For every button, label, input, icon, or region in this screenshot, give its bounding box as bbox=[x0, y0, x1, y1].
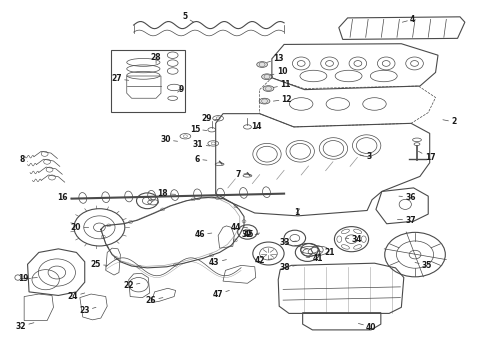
Text: 36: 36 bbox=[399, 193, 416, 202]
Text: 15: 15 bbox=[190, 125, 207, 134]
Text: 13: 13 bbox=[267, 54, 284, 63]
Text: 9: 9 bbox=[177, 85, 184, 94]
Ellipse shape bbox=[259, 98, 270, 104]
Text: 8: 8 bbox=[19, 155, 27, 164]
Text: 32: 32 bbox=[16, 322, 34, 331]
Ellipse shape bbox=[263, 86, 274, 91]
Text: 33: 33 bbox=[279, 238, 296, 247]
Ellipse shape bbox=[262, 74, 272, 80]
Text: 46: 46 bbox=[195, 230, 212, 239]
Text: 34: 34 bbox=[345, 235, 362, 244]
Text: 20: 20 bbox=[71, 223, 89, 232]
Text: 43: 43 bbox=[209, 258, 226, 267]
Text: 2: 2 bbox=[443, 117, 457, 126]
Text: 11: 11 bbox=[273, 81, 291, 90]
Text: 18: 18 bbox=[157, 189, 175, 198]
Text: 14: 14 bbox=[251, 122, 261, 131]
Text: 6: 6 bbox=[195, 155, 207, 164]
Text: 26: 26 bbox=[146, 296, 163, 305]
Text: 1: 1 bbox=[294, 208, 300, 217]
Text: 31: 31 bbox=[193, 140, 210, 149]
Text: 42: 42 bbox=[255, 256, 272, 265]
Text: 41: 41 bbox=[306, 255, 323, 264]
Text: 19: 19 bbox=[19, 274, 37, 283]
Text: 12: 12 bbox=[273, 95, 292, 104]
Text: 3: 3 bbox=[360, 152, 371, 161]
Text: 38: 38 bbox=[279, 264, 296, 273]
Text: 45: 45 bbox=[244, 230, 260, 239]
Ellipse shape bbox=[257, 62, 268, 67]
Text: 10: 10 bbox=[270, 67, 287, 76]
Text: 5: 5 bbox=[182, 12, 194, 22]
Text: 40: 40 bbox=[358, 323, 377, 332]
Text: 30: 30 bbox=[160, 135, 177, 144]
Text: 44: 44 bbox=[231, 223, 247, 232]
Text: 25: 25 bbox=[91, 260, 107, 269]
Text: 29: 29 bbox=[201, 114, 218, 123]
Text: 28: 28 bbox=[151, 53, 161, 63]
Text: 16: 16 bbox=[58, 193, 75, 202]
Text: 24: 24 bbox=[68, 292, 85, 301]
Text: 23: 23 bbox=[79, 306, 96, 315]
Text: 39: 39 bbox=[242, 230, 259, 239]
Text: 35: 35 bbox=[415, 261, 432, 270]
Text: 22: 22 bbox=[123, 281, 140, 290]
Text: 21: 21 bbox=[318, 248, 335, 257]
Text: 37: 37 bbox=[397, 216, 416, 225]
Text: 4: 4 bbox=[402, 15, 416, 24]
Text: 47: 47 bbox=[212, 289, 229, 298]
Text: 7: 7 bbox=[236, 170, 247, 179]
Text: 27: 27 bbox=[111, 75, 129, 84]
Text: 17: 17 bbox=[418, 151, 436, 162]
